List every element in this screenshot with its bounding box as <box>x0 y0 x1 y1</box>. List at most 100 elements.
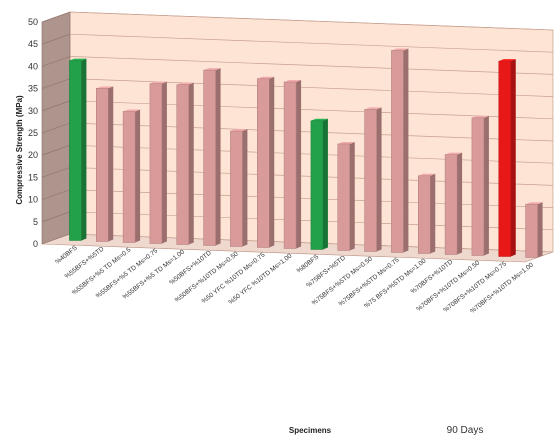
y-tick-label: 10 <box>28 195 38 205</box>
bar-top <box>310 118 328 121</box>
bar-side <box>135 109 141 243</box>
bar-side <box>161 81 167 244</box>
side-gridline <box>41 211 71 223</box>
gridline <box>69 11 554 31</box>
side-gridline <box>41 144 71 156</box>
bar-side <box>376 107 382 252</box>
y-tick-label: 25 <box>28 128 38 138</box>
bar-front <box>176 84 189 245</box>
x-tick-label: %40BFS <box>54 244 79 266</box>
bar <box>230 129 248 247</box>
bar-side <box>322 118 328 250</box>
gridline <box>69 56 554 75</box>
bar-front <box>230 130 243 247</box>
bar-front <box>122 111 136 243</box>
bar-top <box>203 68 221 71</box>
bar <box>176 82 194 245</box>
bar-front <box>149 83 163 244</box>
side-gridline <box>41 167 71 178</box>
bar <box>391 48 409 253</box>
y-tick-label: 0 <box>33 239 38 249</box>
bar-top <box>123 109 141 112</box>
bar-side <box>457 152 463 255</box>
y-tick-label: 20 <box>28 150 38 160</box>
bar-top <box>498 59 516 62</box>
bar-side <box>215 68 221 246</box>
bar <box>364 107 382 252</box>
bar <box>498 59 516 257</box>
x-tick-label: %80BFS <box>296 253 321 275</box>
bar-side <box>483 115 489 256</box>
y-tick-label: 15 <box>28 172 38 182</box>
bar <box>471 115 489 256</box>
y-tick-label: 50 <box>28 17 38 27</box>
bar <box>418 173 436 254</box>
bar-front <box>96 88 109 242</box>
bar <box>257 76 275 248</box>
bar-top <box>69 58 87 61</box>
bar-front <box>310 120 324 250</box>
side-gridline <box>41 100 71 112</box>
bar <box>69 58 87 241</box>
bar <box>122 109 141 243</box>
bar-top <box>525 202 543 205</box>
period-annotation: 90 Days <box>447 425 484 436</box>
bar-front <box>418 175 431 254</box>
bar-side <box>430 173 436 254</box>
bar <box>149 81 167 244</box>
bar-front <box>471 117 485 256</box>
bar-side <box>108 86 114 242</box>
bar-top <box>257 76 275 79</box>
bar-side <box>269 76 275 248</box>
side-gridline <box>41 11 71 23</box>
bar-front <box>337 143 350 251</box>
bar-front <box>391 50 404 253</box>
bar <box>203 68 221 246</box>
bar-side <box>403 48 409 253</box>
bar-side <box>296 80 302 249</box>
gridline <box>69 78 554 97</box>
bar-side <box>537 202 543 258</box>
bar-top <box>418 173 436 176</box>
side-gridline <box>41 33 71 45</box>
bar-top <box>445 152 463 155</box>
bar <box>337 141 355 251</box>
bar-side <box>81 58 87 241</box>
bar <box>96 86 114 242</box>
bar-front <box>444 154 458 255</box>
bar-top <box>149 81 167 84</box>
side-gridline <box>41 78 71 89</box>
bar-front <box>364 109 377 252</box>
bar-top <box>364 107 382 110</box>
bar <box>525 202 543 258</box>
bar-front <box>257 78 270 248</box>
bar-side <box>242 129 248 247</box>
bar-top <box>391 48 409 51</box>
y-tick-label: 40 <box>28 61 38 71</box>
side-gridline <box>41 56 71 67</box>
bar <box>283 80 302 249</box>
bar-top <box>337 141 355 144</box>
bar-top <box>176 82 194 85</box>
bar-top <box>471 115 489 118</box>
y-tick-label: 5 <box>33 217 38 227</box>
y-axis-label: Compressive Strength (MPa) <box>15 95 24 205</box>
bar <box>444 152 463 255</box>
y-tick-label: 35 <box>28 84 38 94</box>
side-gridline <box>41 122 71 134</box>
bar-side <box>510 59 516 257</box>
bar-front <box>203 69 216 246</box>
bar-top <box>96 86 114 89</box>
bar <box>310 118 328 250</box>
bar-front <box>525 203 538 258</box>
bar-top <box>230 129 248 132</box>
bar-side <box>349 141 355 251</box>
y-tick-label: 45 <box>28 39 38 49</box>
side-gridline <box>41 189 71 200</box>
bar-front <box>283 81 297 249</box>
bar-top <box>284 80 302 82</box>
x-axis-label: Specimens <box>289 426 332 435</box>
gridline <box>69 33 554 53</box>
